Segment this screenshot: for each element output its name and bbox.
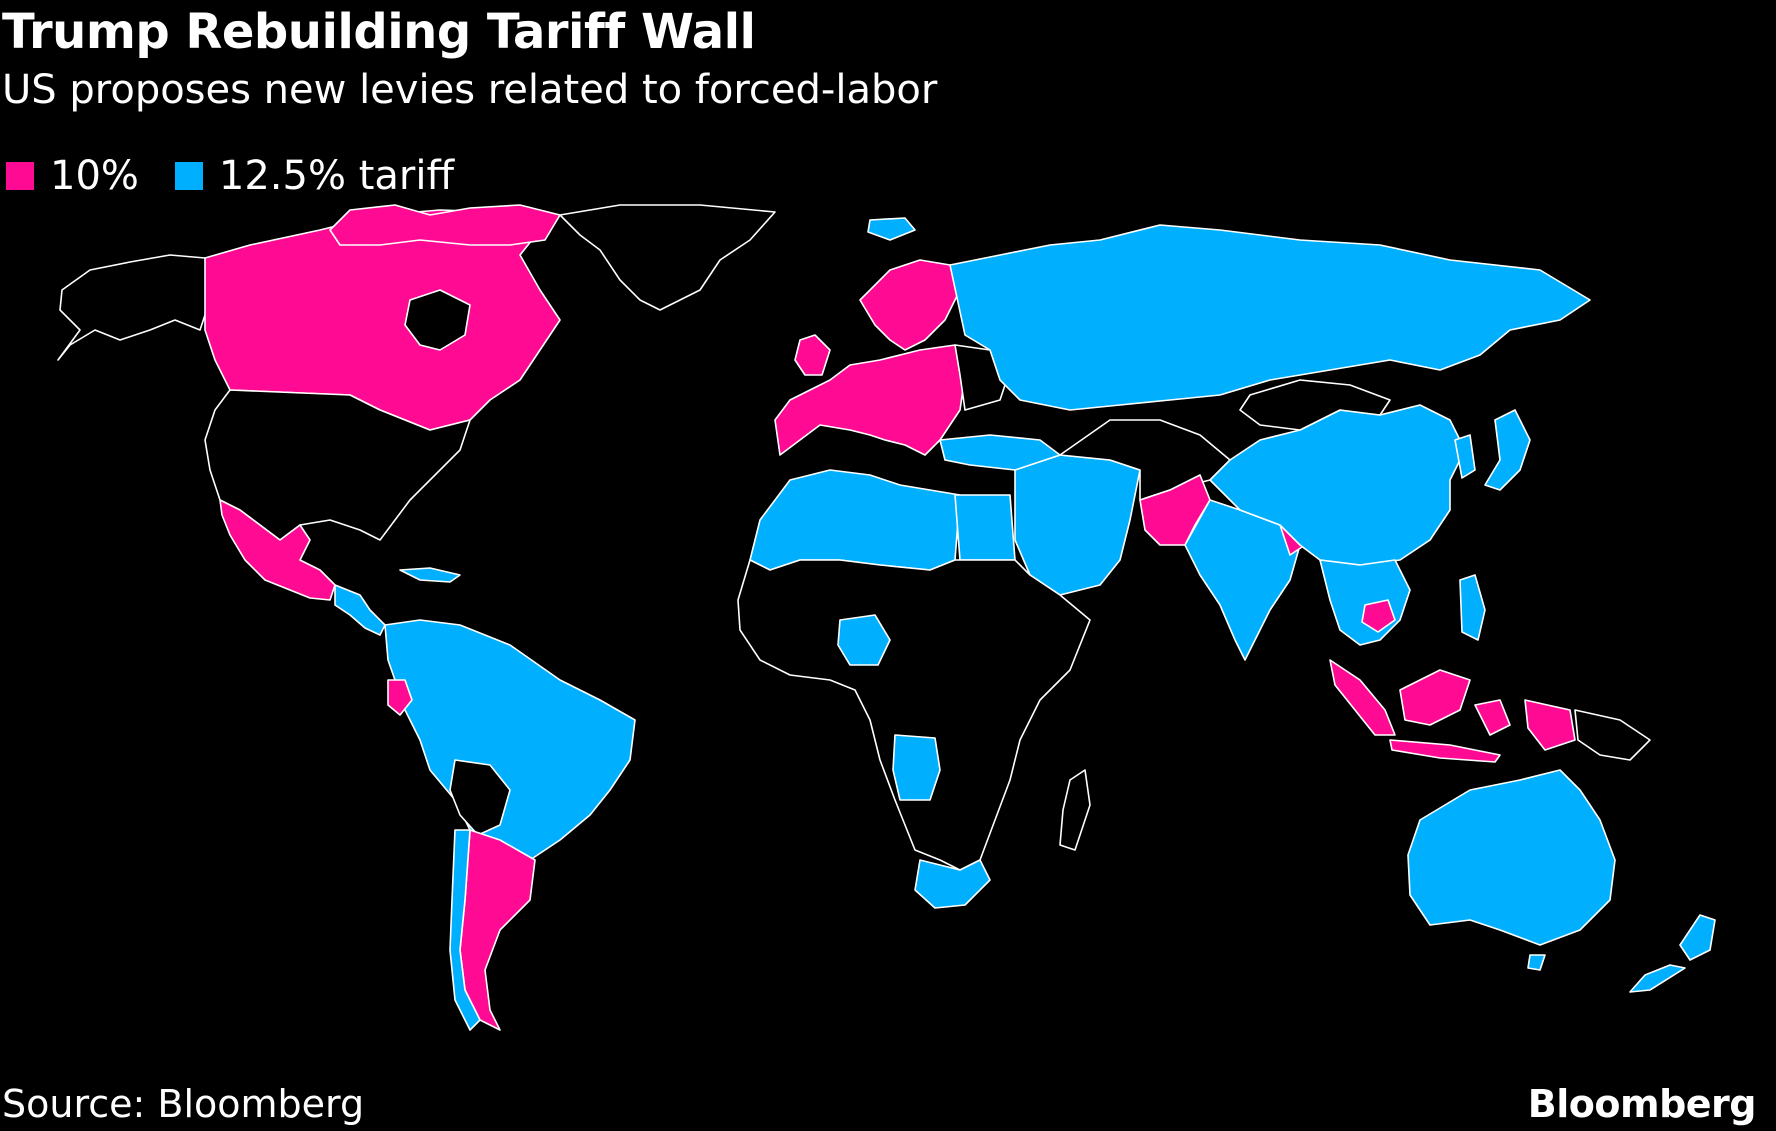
region-central-america bbox=[334, 584, 386, 636]
region-australia bbox=[1407, 769, 1616, 946]
region-ecuador bbox=[387, 679, 413, 716]
region-iceland bbox=[867, 217, 916, 241]
legend-swatch-pink bbox=[6, 162, 34, 190]
legend-item-10: 10% bbox=[6, 150, 139, 202]
region-scandinavia bbox=[859, 259, 961, 351]
region-chile bbox=[449, 829, 481, 1031]
region-europe-eu bbox=[774, 344, 966, 456]
region-egypt bbox=[954, 494, 1016, 561]
region-canada-islands bbox=[329, 204, 561, 246]
region-usa bbox=[204, 389, 471, 541]
region-philippines bbox=[1459, 574, 1486, 641]
region-turkey-caucasus bbox=[939, 434, 1061, 471]
region-nigeria bbox=[837, 614, 891, 666]
region-korea bbox=[1454, 434, 1476, 479]
world-map bbox=[57, 204, 1716, 1031]
region-russia bbox=[949, 224, 1591, 411]
region-indonesia-east bbox=[1474, 699, 1576, 751]
region-caribbean bbox=[399, 567, 461, 583]
bloomberg-logo: Bloomberg bbox=[1527, 1082, 1757, 1126]
region-madagascar bbox=[1059, 769, 1091, 851]
region-png bbox=[1574, 709, 1651, 761]
region-indonesia bbox=[1399, 669, 1471, 726]
legend-item-12-5: 12.5% tariff bbox=[174, 150, 455, 202]
region-mongolia bbox=[1239, 379, 1391, 431]
map-subtitle: US proposes new levies related to forced… bbox=[2, 67, 938, 113]
region-bolivia bbox=[449, 759, 511, 836]
region-subsaharan-africa bbox=[737, 559, 1091, 871]
region-tasmania bbox=[1527, 954, 1546, 971]
legend-label-10: 10% bbox=[50, 153, 139, 199]
region-alaska bbox=[57, 254, 211, 361]
region-japan bbox=[1484, 409, 1531, 491]
legend-swatch-blue bbox=[174, 162, 203, 190]
map-title: Trump Rebuilding Tariff Wall bbox=[2, 4, 756, 60]
region-angola bbox=[892, 734, 941, 801]
legend: 10% 12.5% tariff bbox=[6, 150, 490, 202]
region-north-africa bbox=[749, 469, 961, 571]
region-cambodia bbox=[1361, 599, 1396, 633]
region-uk bbox=[794, 334, 831, 376]
region-middle-east bbox=[1014, 454, 1141, 596]
legend-label-12-5: 12.5% tariff bbox=[218, 153, 455, 199]
region-new-zealand bbox=[1629, 914, 1716, 993]
region-south-africa bbox=[914, 859, 991, 909]
region-pakistan bbox=[1139, 474, 1211, 546]
region-java bbox=[1389, 739, 1501, 763]
region-argentina bbox=[459, 829, 536, 1031]
region-southeast-asia bbox=[1319, 559, 1411, 646]
region-malaysia-sumatra bbox=[1329, 659, 1396, 736]
region-hudson-bay bbox=[404, 289, 471, 351]
source-note: Source: Bloomberg bbox=[2, 1082, 365, 1126]
region-greenland bbox=[559, 204, 776, 311]
